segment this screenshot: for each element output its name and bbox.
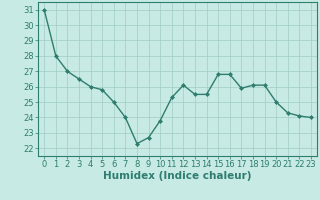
X-axis label: Humidex (Indice chaleur): Humidex (Indice chaleur) xyxy=(103,171,252,181)
